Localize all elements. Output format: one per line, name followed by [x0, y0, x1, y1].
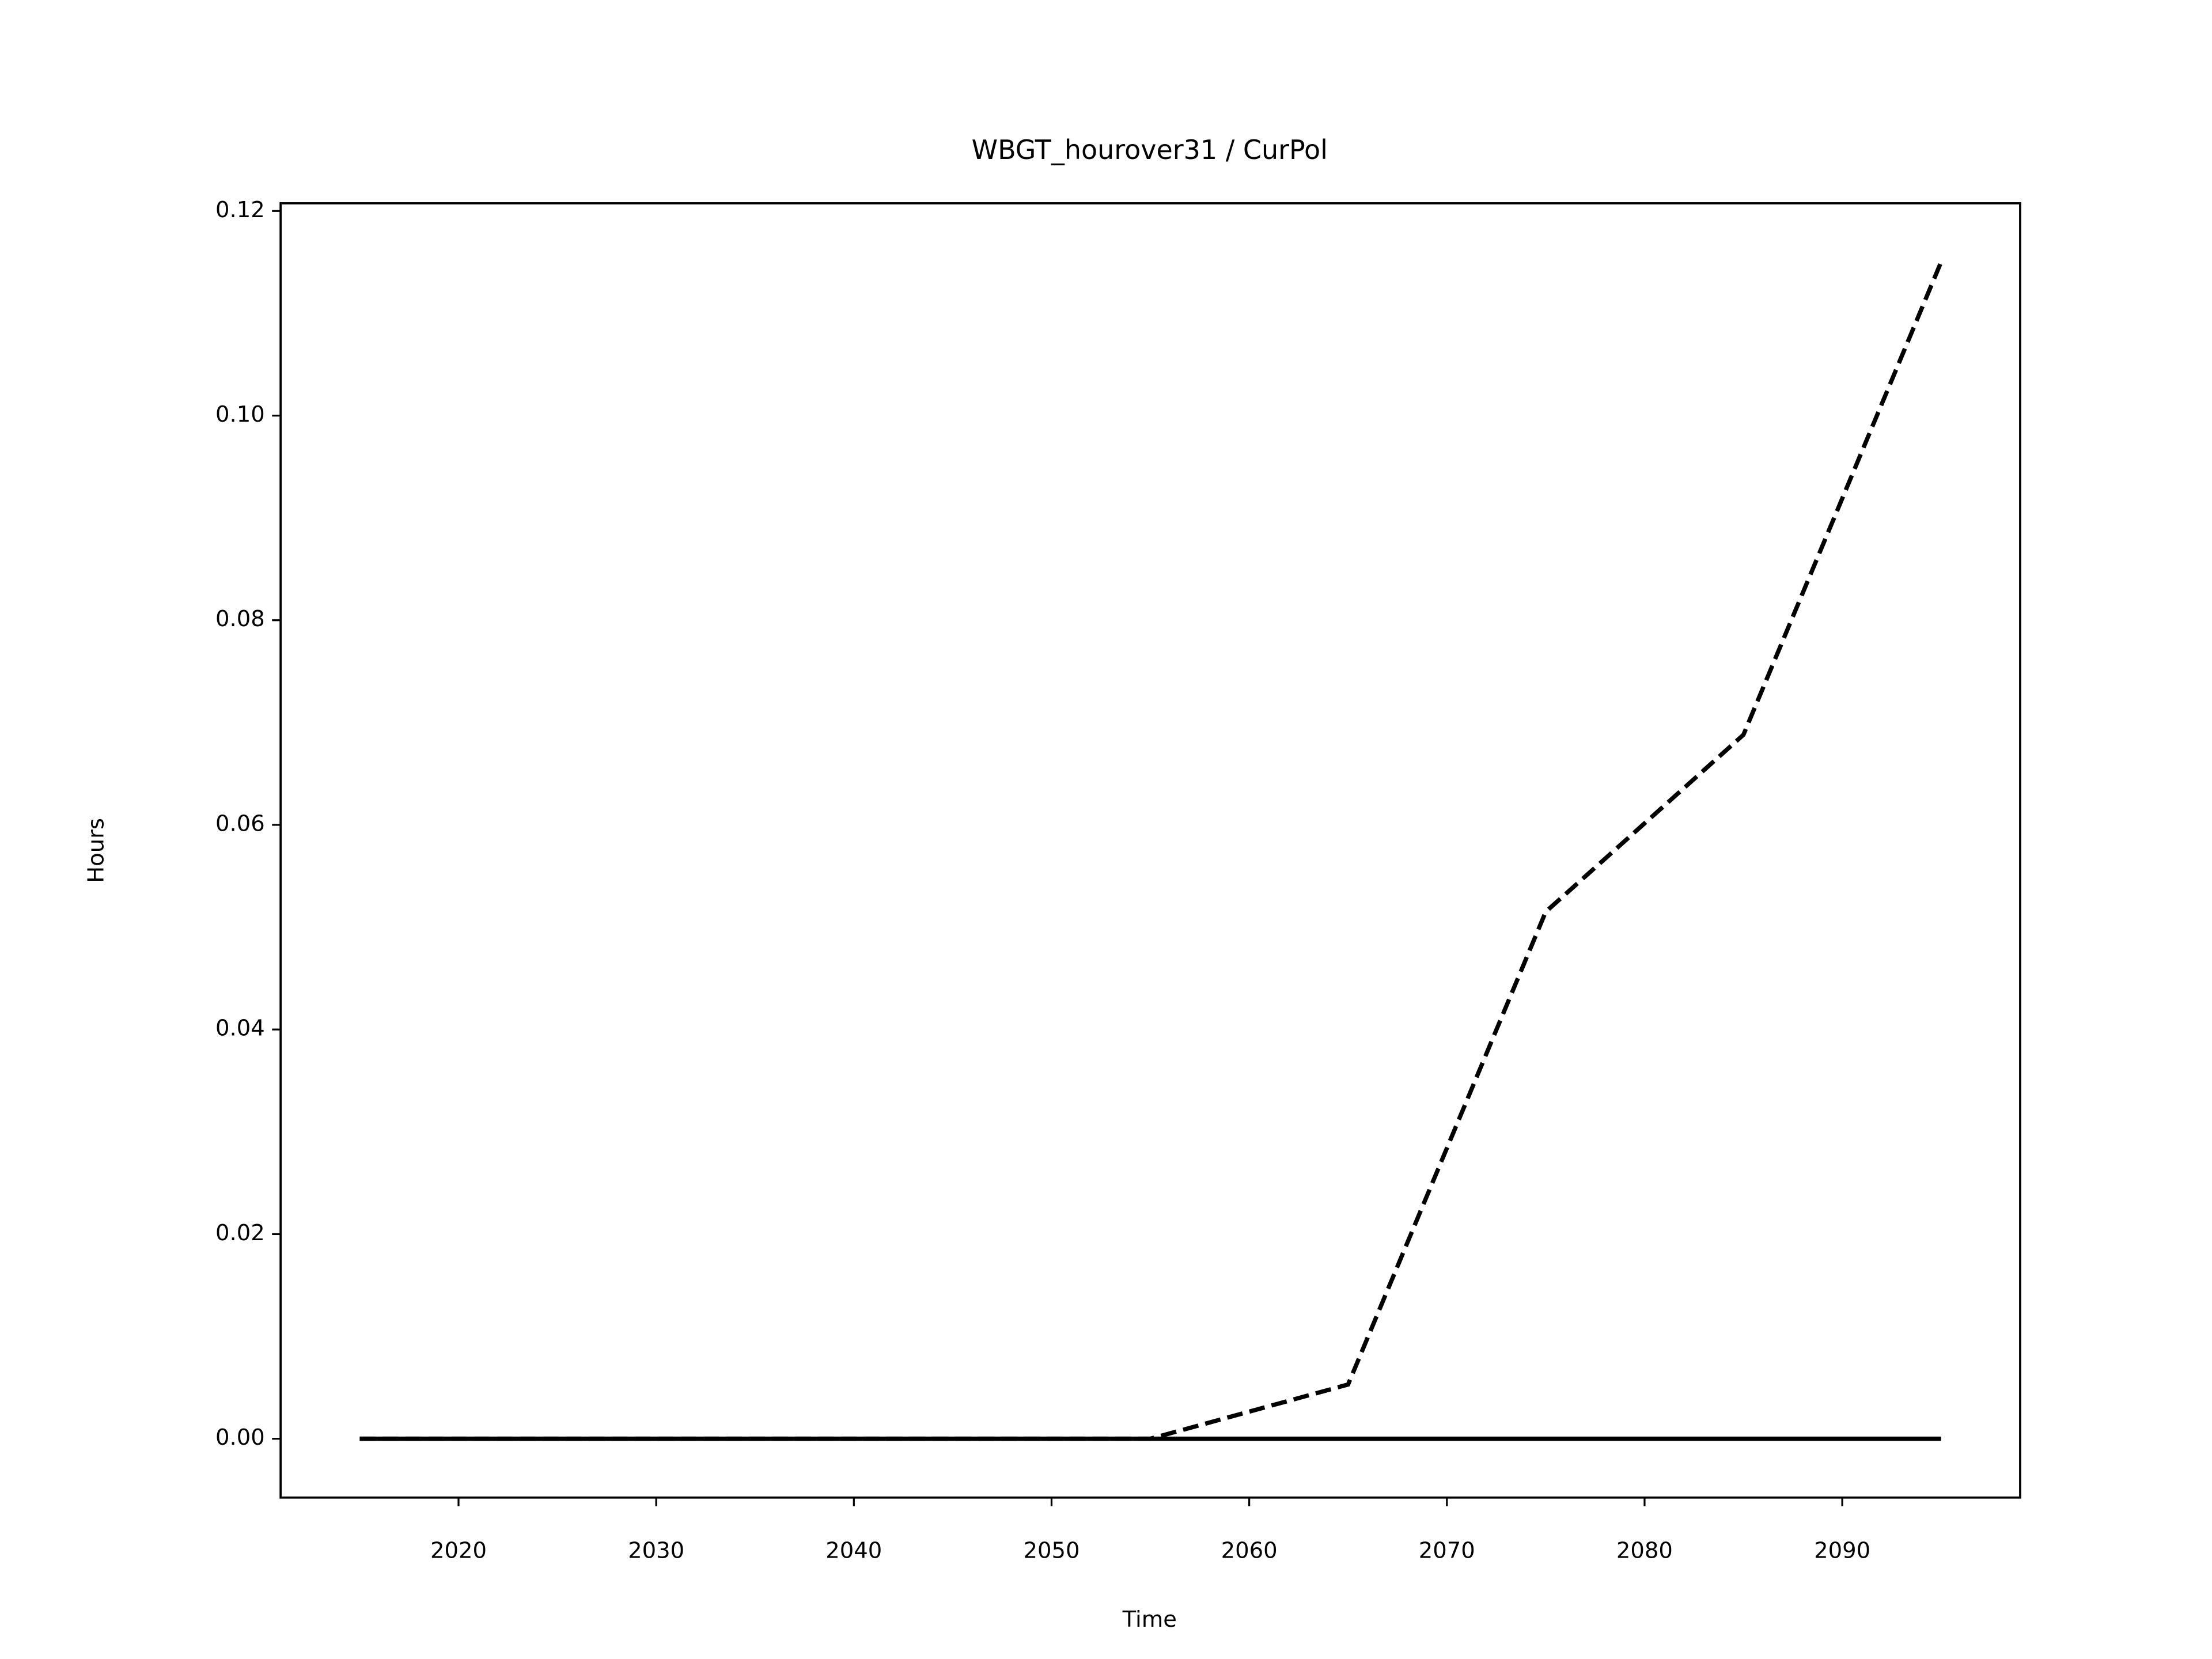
y-tick-label: 0.02 — [215, 1220, 265, 1246]
y-tick-label: 0.04 — [215, 1016, 265, 1041]
x-tick-label: 2080 — [1616, 1538, 1673, 1564]
x-tick-label: 2090 — [1814, 1538, 1870, 1564]
y-tick-label: 0.08 — [215, 606, 265, 632]
plot-frame — [279, 202, 2021, 1499]
chart-title: WBGT_hourover31 / CurPol — [972, 134, 1328, 165]
y-tick-label: 0.06 — [215, 810, 265, 836]
x-tick-label: 2020 — [430, 1538, 487, 1564]
y-tick-label: 0.00 — [215, 1425, 265, 1450]
x-tick-label: 2030 — [628, 1538, 684, 1564]
x-axis-label: Time — [1122, 1607, 1177, 1633]
x-tick-label: 2060 — [1221, 1538, 1278, 1564]
x-tick-label: 2040 — [825, 1538, 882, 1564]
x-tick-label: 2050 — [1023, 1538, 1080, 1564]
x-tick-label: 2070 — [1419, 1538, 1475, 1564]
y-tick-label: 0.10 — [215, 402, 265, 427]
y-tick-label: 0.12 — [215, 197, 265, 223]
y-axis-label: Hours — [84, 818, 109, 883]
